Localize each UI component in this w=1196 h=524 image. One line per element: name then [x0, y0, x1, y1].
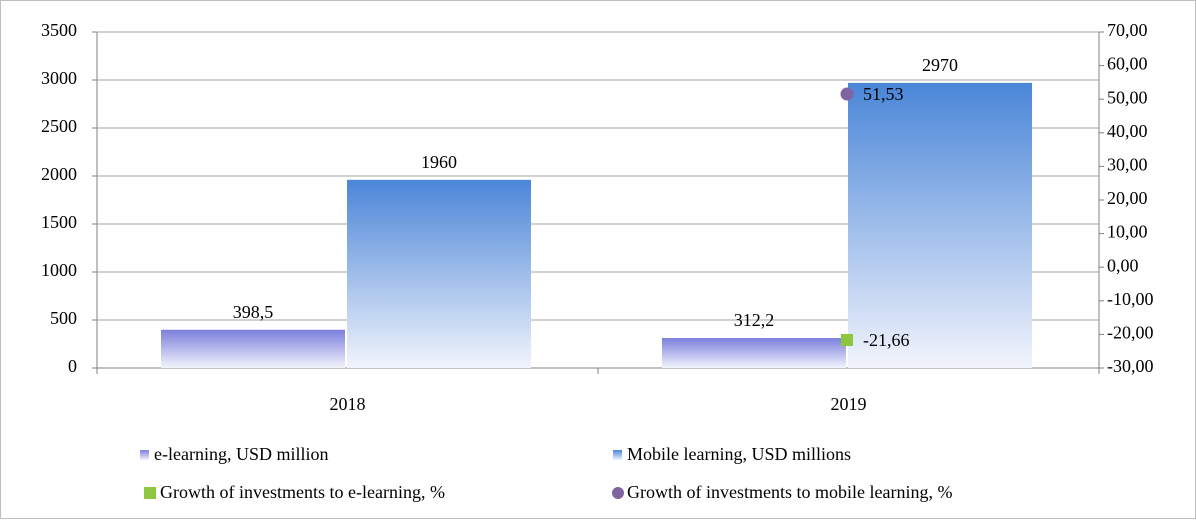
y2-tick-label: 30,00 — [1107, 155, 1148, 175]
y2-tick-label: 50,00 — [1107, 87, 1148, 107]
y2-tick-label: -20,00 — [1107, 323, 1154, 343]
bar — [662, 338, 846, 368]
y-tick-label: 3500 — [41, 20, 77, 40]
legend-item: Growth of investments to e-learning, % — [144, 482, 445, 502]
y2-tick-label: -10,00 — [1107, 289, 1154, 309]
y2-tick-label: 70,00 — [1107, 20, 1148, 40]
bar — [347, 179, 531, 368]
legend-label: Mobile learning, USD millions — [627, 444, 851, 464]
legend-label: Growth of investments to e-learning, % — [160, 482, 445, 502]
legend-swatch — [613, 450, 622, 460]
y-tick-label: 0 — [68, 356, 77, 376]
legend-item: Growth of investments to mobile learning… — [612, 482, 952, 502]
y-tick-label: 1500 — [41, 212, 77, 232]
y2-tick-label: 10,00 — [1107, 222, 1148, 242]
legend-item: e-learning, USD million — [140, 444, 328, 464]
legend-label: e-learning, USD million — [154, 444, 328, 464]
legend-label: Growth of investments to mobile learning… — [627, 482, 952, 502]
x-tick-label: 2019 — [831, 394, 867, 414]
y-tick-label: 1000 — [41, 260, 77, 280]
data-label: 2970 — [922, 55, 958, 75]
legend-swatch — [612, 487, 624, 499]
y-tick-label: 2000 — [41, 164, 77, 184]
data-label: 398,5 — [233, 302, 274, 322]
y-tick-label: 2500 — [41, 116, 77, 136]
data-label: 51,53 — [863, 84, 904, 104]
point — [840, 87, 854, 101]
y-tick-label: 3000 — [41, 68, 77, 88]
legend-swatch — [144, 487, 156, 499]
y2-tick-label: -30,00 — [1107, 356, 1154, 376]
bar — [848, 82, 1032, 368]
legend-swatch — [140, 450, 149, 460]
x-tick-label: 2018 — [330, 394, 366, 414]
bar — [161, 329, 345, 368]
point — [841, 333, 853, 346]
y2-tick-label: 60,00 — [1107, 54, 1148, 74]
data-label: 312,2 — [734, 310, 775, 330]
y2-tick-label: 40,00 — [1107, 121, 1148, 141]
y2-tick-label: 0,00 — [1107, 255, 1139, 275]
data-label: 1960 — [421, 152, 457, 172]
y-tick-label: 500 — [50, 308, 77, 328]
data-label: -21,66 — [863, 330, 910, 350]
legend-item: Mobile learning, USD millions — [613, 444, 851, 464]
y2-tick-label: 20,00 — [1107, 188, 1148, 208]
